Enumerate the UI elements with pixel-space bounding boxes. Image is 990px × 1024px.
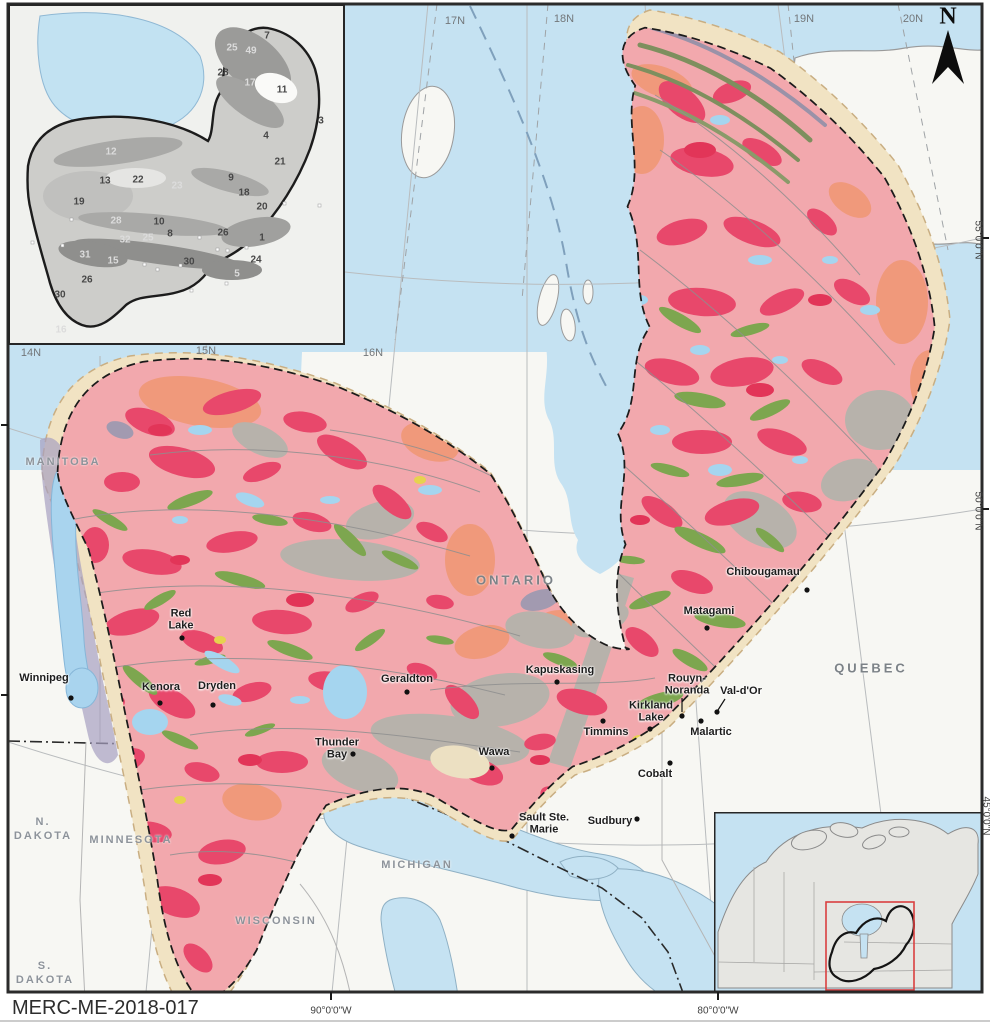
region-label-wisconsin: WISCONSIN <box>235 915 317 927</box>
inset-camp-dots <box>30 201 322 293</box>
utm-zone-label-16n: 16N <box>362 347 384 359</box>
province-lines <box>717 867 953 980</box>
inset-number: 23 <box>171 180 183 192</box>
city-label-geraldton: Geraldton <box>381 673 433 686</box>
city-label-red-lake: Red Lake <box>168 607 194 631</box>
geology-units <box>69 27 935 977</box>
utm-zone-label-19n: 19N <box>793 13 815 25</box>
inset-number: 26 <box>81 274 93 286</box>
inset-number: 22 <box>132 174 144 186</box>
inset-number: 28 <box>217 67 229 79</box>
inset-number: 9 <box>228 172 234 184</box>
city-label-malartic: Malartic <box>690 726 732 739</box>
inset-number: 31 <box>79 249 91 261</box>
figure-id: MERC-ME-2018-017 <box>12 997 199 1019</box>
city-label-thunder-bay: Thunder Bay <box>315 736 359 760</box>
map-neatline <box>6 2 984 994</box>
inset-number: 4 <box>263 130 269 142</box>
canada-locator-inset <box>714 812 982 992</box>
inset-number: 10 <box>153 216 165 228</box>
inset-number: 8 <box>167 228 173 240</box>
city-label-winnipeg: Winnipeg <box>19 672 69 685</box>
region-label-quebec: QUEBEC <box>834 660 908 676</box>
utm-zone-label-15n: 15N <box>195 345 217 357</box>
inset-number: 16 <box>55 324 67 336</box>
james-bay-finger <box>544 342 634 574</box>
city-dots <box>68 587 810 839</box>
inset-number: 24 <box>250 254 262 266</box>
inset-number: 32 <box>119 234 131 246</box>
city-label-kenora: Kenora <box>142 681 180 694</box>
inset-number: 28 <box>110 215 122 227</box>
region-label-michigan: MICHIGAN <box>381 859 453 871</box>
inset-number: 25 <box>226 42 238 54</box>
region-label-manitoba: MANITOBA <box>25 456 101 468</box>
utm-zone-label-20n: 20N <box>902 13 924 25</box>
region-label-n-dakota-2: DAKOTA <box>13 830 73 842</box>
inset-number: 5 <box>234 268 240 280</box>
city-label-dryden: Dryden <box>198 680 236 693</box>
map-extent-box <box>825 901 915 991</box>
inset-number: 30 <box>54 289 66 301</box>
north-arrow-icon <box>932 30 964 84</box>
north-arrow-label: N <box>939 3 957 30</box>
inset-number: 13 <box>99 175 111 187</box>
inset-number: 18 <box>238 187 250 199</box>
longitude-label-90w: 90°0'0"W <box>310 1005 352 1017</box>
inset-number: 12 <box>105 146 117 158</box>
offshore-dashed-line <box>469 5 607 387</box>
inset-number: 25 <box>142 232 154 244</box>
inset-subprovince-bands <box>43 27 298 280</box>
inset-number: 11 <box>276 84 288 96</box>
city-label-kapuskasing: Kapuskasing <box>525 664 595 677</box>
hudson-bay-mini <box>841 903 883 959</box>
longitude-label-80w: 80°0'0"W <box>697 1005 739 1017</box>
city-label-cobalt: Cobalt <box>637 768 673 781</box>
inset-number: 19 <box>73 196 85 208</box>
inset-number: 30 <box>183 256 195 268</box>
utm-zone-label-14n: 14N <box>20 347 42 359</box>
utm-zone-label-18n: 18N <box>553 13 575 25</box>
city-label-wawa: Wawa <box>478 746 510 759</box>
subprovince-inset-map <box>8 4 345 345</box>
inset-number: 26 <box>217 227 229 239</box>
inset-number: 49 <box>245 45 257 57</box>
inset-number: 3 <box>318 115 324 127</box>
lake-winnipeg <box>50 468 99 709</box>
city-label-sault-ste-marie: Sault Ste. Marie <box>518 811 570 835</box>
latitude-label-45n: 45°0'0"N <box>980 796 990 836</box>
region-label-ontario: ONTARIO <box>476 572 556 588</box>
region-label-n-dakota-1: N. <box>35 816 51 828</box>
inset-number: 21 <box>274 156 286 168</box>
arctic-islands <box>790 822 910 851</box>
inset-number: 7 <box>264 30 270 42</box>
utm-zone-label-17n: 17N <box>444 15 466 27</box>
latitude-label-50n: 50°0'0"N <box>972 491 984 531</box>
inset-number: 15 <box>107 255 119 267</box>
city-label-matagami: Matagami <box>683 605 735 618</box>
inset-number: 1 <box>259 232 265 244</box>
region-label-minnesota: MINNESOTA <box>89 834 173 846</box>
city-label-val-dor: Val-d'Or <box>720 685 762 698</box>
region-label-s-dakota-2: DAKOTA <box>15 974 75 986</box>
city-label-chibougamau: Chibougamau <box>726 566 800 579</box>
inset-number: 17 <box>244 77 256 89</box>
region-label-s-dakota-1: S. <box>37 960 53 972</box>
city-label-rouyn-noranda: Rouyn-Noranda <box>664 672 710 696</box>
latitude-label-55n: 55°0'0"N <box>972 220 984 260</box>
city-label-timmins: Timmins <box>583 726 629 739</box>
city-label-sudbury: Sudbury <box>587 815 633 828</box>
coordinate-ticks <box>1 237 989 1000</box>
inset-number: 20 <box>256 201 268 213</box>
great-lakes <box>323 788 758 992</box>
city-label-kirkland-lake: Kirkland Lake <box>628 699 673 723</box>
